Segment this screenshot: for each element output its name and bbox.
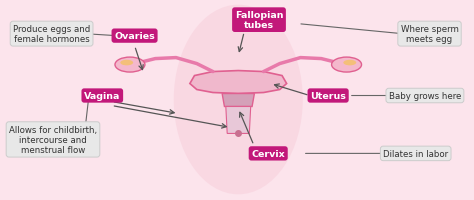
Ellipse shape	[174, 6, 303, 194]
Text: Dilates in labor: Dilates in labor	[383, 149, 448, 158]
Text: Fallopian
tubes: Fallopian tubes	[235, 11, 283, 30]
Text: Baby grows here: Baby grows here	[389, 92, 461, 101]
Text: Allows for childbirth,
intercourse and
menstrual flow: Allows for childbirth, intercourse and m…	[9, 125, 97, 155]
Polygon shape	[190, 71, 287, 94]
Text: Vagina: Vagina	[84, 92, 120, 101]
Text: Uterus: Uterus	[310, 92, 346, 101]
Polygon shape	[222, 94, 255, 107]
Ellipse shape	[120, 60, 133, 66]
Ellipse shape	[332, 58, 362, 73]
Polygon shape	[226, 107, 251, 134]
Text: Where sperm
meets egg: Where sperm meets egg	[401, 25, 458, 44]
Ellipse shape	[115, 58, 145, 73]
Text: Cervix: Cervix	[251, 149, 285, 158]
Text: Produce eggs and
female hormones: Produce eggs and female hormones	[13, 25, 90, 44]
Ellipse shape	[343, 60, 356, 66]
Text: Ovaries: Ovaries	[114, 32, 155, 41]
